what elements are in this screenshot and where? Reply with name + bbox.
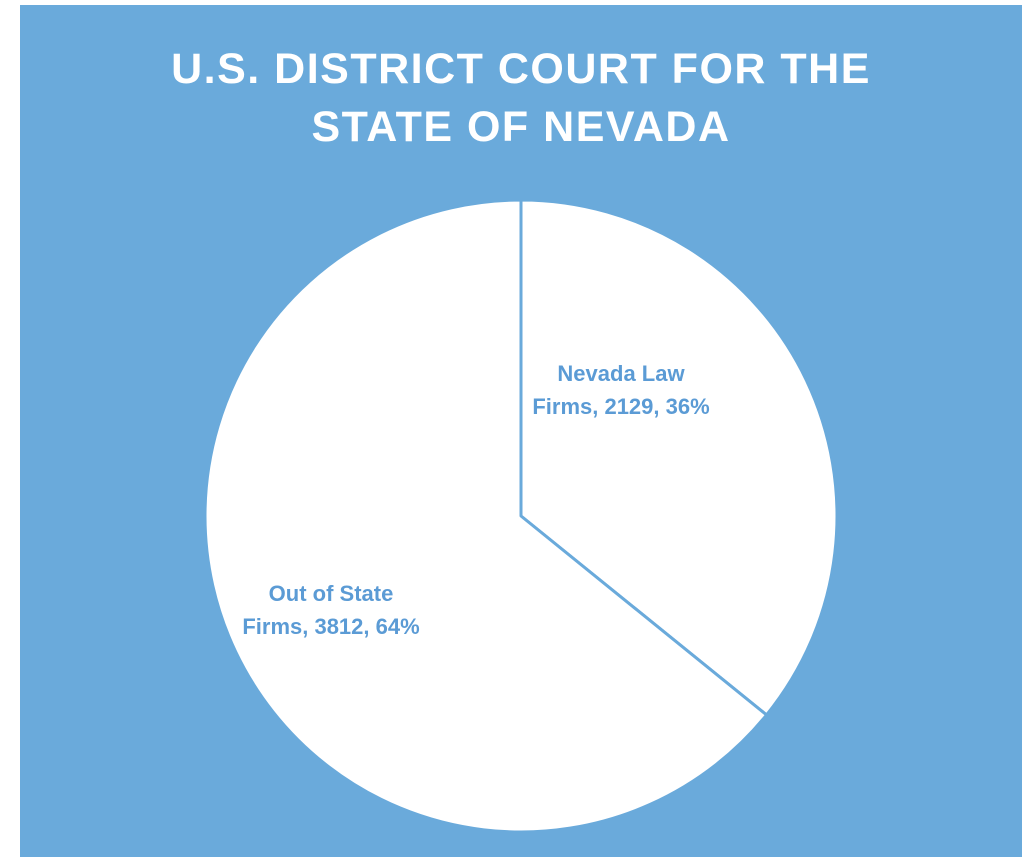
chart-title: U.S. DISTRICT COURT FOR THE STATE OF NEV… (171, 45, 871, 151)
data-label: Nevada Law Firms, 2129, 36% (532, 361, 710, 419)
data-label: Out of State Firms, 3812, 64% (242, 581, 420, 639)
pie-slice (519, 198, 839, 717)
pie-slice (203, 198, 769, 834)
